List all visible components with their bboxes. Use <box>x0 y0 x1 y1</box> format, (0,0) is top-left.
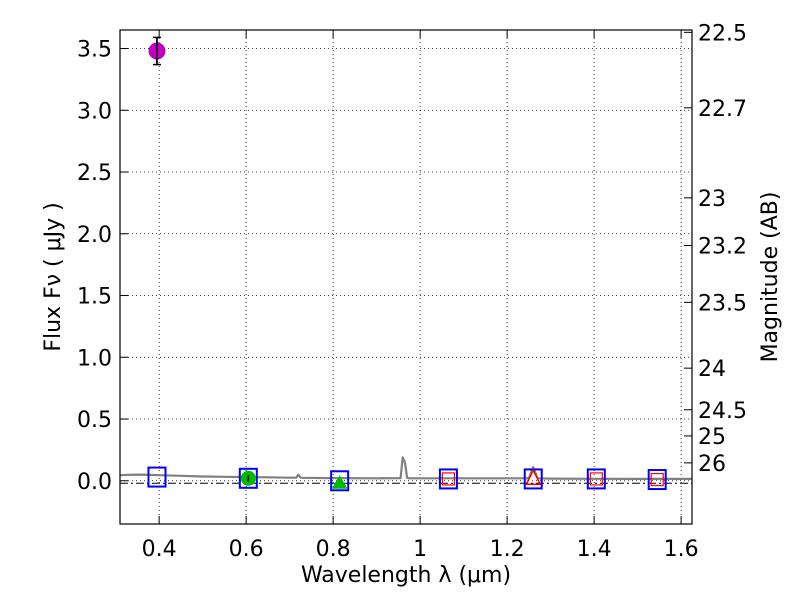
spectrum-line <box>119 456 692 480</box>
y-tick-label: 2.0 <box>77 223 112 248</box>
grid <box>120 30 692 524</box>
y-tick-label: 0.0 <box>77 470 112 495</box>
model-point-square <box>330 470 350 492</box>
plot-frame <box>119 29 693 525</box>
y-tick-label: 1.5 <box>77 285 112 310</box>
x-tick-label: 1.4 <box>577 537 612 562</box>
model-point-square <box>647 469 667 491</box>
y-axis-label: Flux Fν ( μJy ) <box>41 202 66 351</box>
y-tick-label: 3.0 <box>77 99 112 124</box>
right-tick-label: 22.5 <box>698 21 747 46</box>
x-tick-label: 1 <box>413 537 427 562</box>
ticks: 0.4 0.6 0.8 1 1.2 1.4 1.6 0.0 0.5 1.0 1.5 2.0 2.5 3.0… <box>77 21 747 562</box>
x-axis-label: Wavelength λ (μm) <box>301 563 511 588</box>
right-tick-label: 24 <box>698 357 726 382</box>
model-point-square <box>586 468 606 490</box>
right-tick-label: 24.5 <box>698 399 747 424</box>
right-tick-label: 26 <box>698 452 726 477</box>
right-tick-label: 23.2 <box>698 235 747 260</box>
upper-limit-triangle <box>331 475 348 489</box>
data-layer <box>119 36 692 492</box>
model-point-square <box>238 467 258 489</box>
right-tick-label: 22.7 <box>698 97 747 122</box>
x-tick-label: 1.6 <box>664 537 699 562</box>
y-tick-label: 3.5 <box>77 38 112 63</box>
limit-point-square <box>441 472 456 486</box>
right-tick-label: 25 <box>698 425 726 450</box>
model-point-square <box>438 468 458 490</box>
y-tick-label: 1.0 <box>77 346 112 371</box>
limit-point-square <box>650 472 664 487</box>
x-tick-label: 0.8 <box>316 537 351 562</box>
right-tick-label: 23 <box>698 187 726 212</box>
y-tick-label: 0.5 <box>77 408 112 433</box>
model-point-square <box>147 466 167 488</box>
right-tick-label: 23.5 <box>698 291 747 316</box>
y-tick-label: 2.5 <box>77 161 112 186</box>
limit-point-square <box>589 472 603 486</box>
x-tick-label: 0.4 <box>142 537 177 562</box>
limit-point-triangle <box>525 468 542 486</box>
x-tick-label: 0.6 <box>229 537 264 562</box>
x-tick-label: 1.2 <box>490 537 525 562</box>
right-axis-label: Magnitude (AB) <box>758 192 783 363</box>
